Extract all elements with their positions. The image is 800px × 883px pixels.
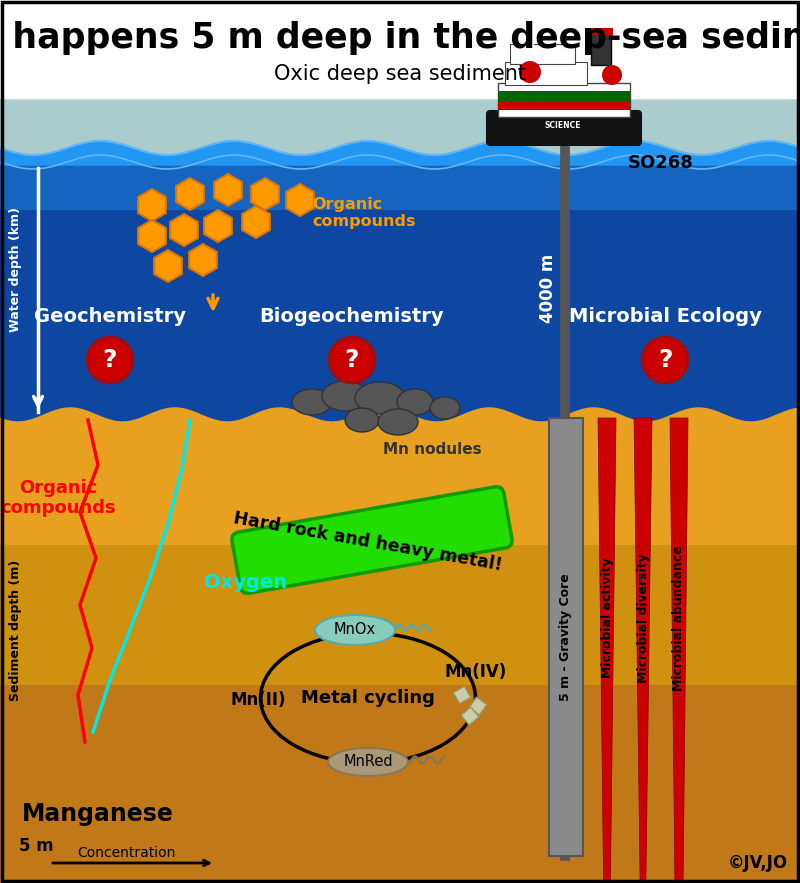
Ellipse shape — [315, 615, 395, 645]
Bar — [505, 62, 587, 85]
Text: Oxic deep sea sediment: Oxic deep sea sediment — [274, 64, 526, 84]
Circle shape — [87, 337, 133, 383]
FancyBboxPatch shape — [487, 111, 641, 145]
Text: ?: ? — [658, 348, 672, 372]
Ellipse shape — [355, 382, 405, 414]
Bar — [0, 405, 800, 883]
Ellipse shape — [430, 397, 460, 419]
Circle shape — [602, 65, 622, 85]
Bar — [0, 130, 800, 210]
Text: MnRed: MnRed — [343, 754, 393, 769]
Ellipse shape — [322, 381, 368, 411]
Text: Microbial activity: Microbial activity — [601, 558, 614, 678]
Bar — [0, 545, 800, 883]
Bar — [591, 33, 611, 65]
Circle shape — [642, 337, 688, 383]
Ellipse shape — [328, 748, 408, 776]
Polygon shape — [598, 418, 616, 883]
Bar — [498, 91, 630, 101]
Bar — [0, 130, 800, 425]
Text: 5 m - Gravity Core: 5 m - Gravity Core — [559, 573, 573, 701]
Circle shape — [329, 337, 375, 383]
Text: SCIENCE: SCIENCE — [545, 122, 582, 131]
Polygon shape — [670, 418, 688, 883]
Ellipse shape — [345, 408, 379, 432]
Text: Microbial diversity: Microbial diversity — [637, 553, 650, 683]
Text: What happens 5 m deep in the deep-sea sediment?: What happens 5 m deep in the deep-sea se… — [0, 21, 800, 55]
Text: Biogeochemistry: Biogeochemistry — [260, 306, 444, 326]
Text: SO268: SO268 — [628, 154, 694, 172]
Bar — [498, 101, 630, 110]
Text: ?: ? — [102, 348, 118, 372]
Bar — [589, 28, 613, 35]
Text: 5 m: 5 m — [18, 837, 54, 855]
Text: Mn(IV): Mn(IV) — [445, 663, 507, 681]
Ellipse shape — [397, 389, 433, 415]
Text: Geochemistry: Geochemistry — [34, 306, 186, 326]
Text: Oxygen: Oxygen — [204, 572, 287, 592]
Text: 4000 m: 4000 m — [539, 253, 557, 322]
Bar — [0, 685, 800, 883]
Text: Mn nodules: Mn nodules — [382, 442, 482, 457]
Text: Mn(II): Mn(II) — [230, 691, 286, 709]
Ellipse shape — [378, 409, 418, 435]
Bar — [0, 100, 800, 162]
Bar — [0, 130, 800, 160]
Text: Water depth (km): Water depth (km) — [10, 208, 22, 333]
Text: ©JV,JO: ©JV,JO — [728, 854, 788, 872]
Text: Organic
compounds: Organic compounds — [312, 197, 415, 230]
Circle shape — [519, 61, 541, 83]
Text: Microbial abundance: Microbial abundance — [673, 545, 686, 691]
Text: Microbial Ecology: Microbial Ecology — [569, 306, 762, 326]
Text: Metal cycling: Metal cycling — [301, 689, 435, 707]
Text: Sediment depth (m): Sediment depth (m) — [10, 559, 22, 700]
Polygon shape — [634, 418, 652, 883]
FancyBboxPatch shape — [232, 487, 512, 593]
Ellipse shape — [292, 389, 332, 415]
Text: Concentration: Concentration — [77, 846, 175, 860]
Text: MnOx: MnOx — [334, 623, 376, 638]
Text: Organic
compounds: Organic compounds — [0, 479, 116, 517]
Text: Manganese: Manganese — [22, 802, 174, 826]
Bar — [0, 0, 800, 100]
Bar — [549, 418, 583, 856]
Bar — [498, 83, 630, 117]
Bar — [510, 44, 575, 64]
Text: Hard rock and heavy metal!: Hard rock and heavy metal! — [232, 509, 504, 575]
Text: ?: ? — [345, 348, 359, 372]
